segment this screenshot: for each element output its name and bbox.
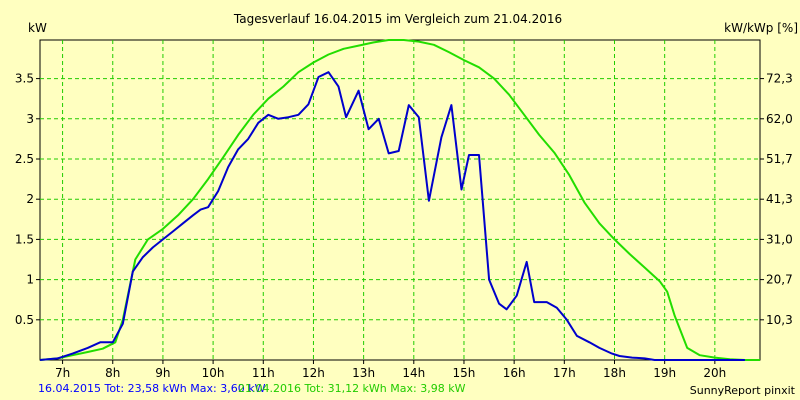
x-tick-label: 13h [352, 366, 375, 380]
y-left-tick-label: 2 [26, 192, 34, 206]
y-axis-right-label: kW/kWp [%] [724, 21, 798, 35]
y-right-tick-label: 31,0 [766, 232, 793, 246]
x-tick-label: 17h [553, 366, 576, 380]
gridlines [40, 40, 760, 360]
y-right-tick-label: 51,7 [766, 152, 793, 166]
x-tick-label: 8h [105, 366, 120, 380]
y-left-tick-label: 2.5 [15, 152, 34, 166]
axis-ticks: 7h 8h 9h 10h 11h 12h 13h 14h 15h 16h 17h 18h 19h 20h 0… [15, 72, 793, 380]
x-tick-label: 11h [252, 366, 275, 380]
footer-brand: SunnyReport pinxit [690, 384, 796, 397]
y-right-tick-label: 41,3 [766, 192, 793, 206]
x-tick-label: 10h [202, 366, 225, 380]
y-right-tick-label: 72,3 [766, 72, 793, 86]
y-left-tick-label: 3.5 [15, 72, 34, 86]
series-lines [39, 39, 760, 361]
plot-area [39, 39, 761, 361]
x-tick-label: 14h [402, 366, 425, 380]
x-tick-label: 9h [155, 366, 170, 380]
series-2015-line [39, 71, 745, 361]
y-right-tick-label: 62,0 [766, 112, 793, 126]
x-tick-label: 7h [55, 366, 70, 380]
y-left-tick-label: 0.5 [15, 313, 34, 327]
y-right-tick-label: 10,3 [766, 313, 793, 327]
y-axis-left-label: kW [28, 21, 47, 35]
series-2016-line [39, 39, 760, 361]
x-tick-label: 12h [302, 366, 325, 380]
y-right-tick-label: 20,7 [766, 273, 793, 287]
chart-title: Tagesverlauf 16.04.2015 im Vergleich zum… [233, 12, 562, 26]
x-tick-label: 20h [703, 366, 726, 380]
y-left-tick-label: 1.5 [15, 232, 34, 246]
x-tick-label: 18h [603, 366, 626, 380]
y-left-tick-label: 1 [26, 273, 34, 287]
footer-series-2015: 16.04.2015 Tot: 23,58 kWh Max: 3,60 kW [38, 382, 266, 395]
x-tick-label: 15h [453, 366, 476, 380]
y-left-tick-label: 3 [26, 112, 34, 126]
x-tick-label: 19h [653, 366, 676, 380]
footer-series-2016: 21.04.2016 Tot: 31,12 kWh Max: 3,98 kW [238, 382, 466, 395]
x-tick-label: 16h [503, 366, 526, 380]
